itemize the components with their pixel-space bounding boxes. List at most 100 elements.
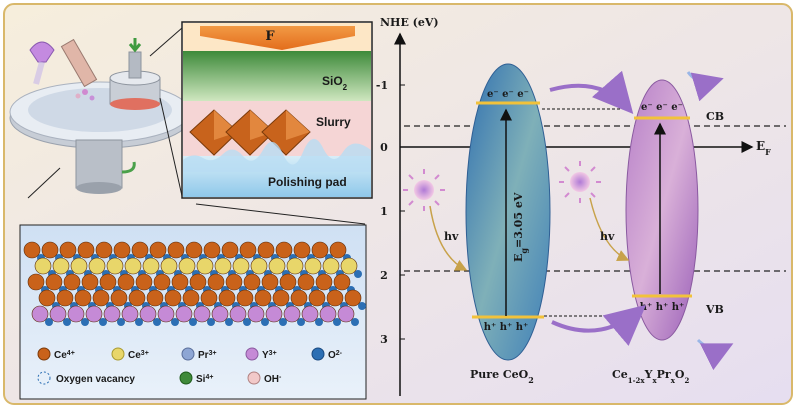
slurry-label: Slurry <box>316 115 351 129</box>
lattice-cation <box>110 289 128 307</box>
hole-transfer-arrow <box>551 304 647 346</box>
lattice-cation <box>333 273 351 291</box>
lattice-oxygen <box>243 318 251 326</box>
tick-label-2: 2 <box>380 269 388 282</box>
lattice-cation <box>293 241 311 259</box>
machine-shaft <box>75 139 123 189</box>
lattice-panel <box>19 224 367 400</box>
svg-text:Pr3+: Pr3+ <box>198 350 217 362</box>
svg-text:Ce4+: Ce4+ <box>54 350 75 362</box>
lattice-oxygen <box>117 318 125 326</box>
rotation-arrow-icon <box>121 161 136 174</box>
cb-label: CB <box>706 110 724 123</box>
lattice-cation <box>70 257 88 275</box>
lattice-cation <box>52 257 70 275</box>
lattice-cation <box>95 241 113 259</box>
bandgap-label: Eg=3.05 eV <box>512 192 529 262</box>
lattice-cation <box>239 241 257 259</box>
lattice-cation <box>207 273 225 291</box>
lattice-oxygen <box>358 302 366 310</box>
legend: Ce4+ Ce3+ Pr3+ Y3+ O2- Oxygen vacancy Si… <box>37 347 343 386</box>
lattice-cation <box>196 257 214 275</box>
lattice-cation <box>319 305 337 323</box>
lattice-cation <box>92 289 110 307</box>
lattice-cation <box>243 273 261 291</box>
lattice-cation <box>153 273 171 291</box>
lattice-cation <box>56 289 74 307</box>
tick-label-neg1: -1 <box>376 79 388 92</box>
lattice-cation <box>304 257 322 275</box>
lattice-oxygen <box>153 318 161 326</box>
legend-si4: Si4+ <box>179 371 213 386</box>
lattice-cation <box>157 305 175 323</box>
lattice-cation <box>311 241 329 259</box>
lattice-cation <box>193 305 211 323</box>
lattice-cation <box>203 241 221 259</box>
lattice-cation <box>268 257 286 275</box>
lattice-cation <box>99 273 117 291</box>
down-arrow-icon <box>128 38 142 53</box>
uv-lamp-icon <box>29 41 55 63</box>
lattice-cation <box>297 273 315 291</box>
lattice-cation <box>283 305 301 323</box>
polishing-machine <box>9 27 366 225</box>
lattice-cation <box>23 241 41 259</box>
lattice-cation <box>124 257 142 275</box>
svg-text:O2-: O2- <box>328 350 343 362</box>
lattice-oxygen <box>135 318 143 326</box>
lattice-cation <box>67 305 85 323</box>
lattice-cation <box>232 257 250 275</box>
lattice-cation <box>171 273 189 291</box>
lattice-cation <box>81 273 99 291</box>
lattice-oxygen <box>189 318 197 326</box>
legend-o2: O2- <box>311 347 343 362</box>
sio2-layer <box>183 51 371 101</box>
lattice-cation <box>279 273 297 291</box>
vb-out-arrow <box>696 338 734 371</box>
electron-transfer-arrow <box>549 70 634 115</box>
svg-text:Ce3+: Ce3+ <box>128 350 149 362</box>
lattice-cation <box>41 241 59 259</box>
lattice-cation <box>49 305 67 323</box>
lattice-oxygen <box>171 318 179 326</box>
lattice-cation <box>178 257 196 275</box>
fermi-label: EF <box>756 139 771 157</box>
lattice-cation <box>121 305 139 323</box>
legend-ce3: Ce3+ <box>111 347 149 362</box>
lattice-cation <box>286 257 304 275</box>
cb-out-arrow <box>686 71 724 102</box>
force-arrow-icon <box>200 26 355 50</box>
lattice-cation <box>229 305 247 323</box>
lattice-oxygen <box>81 318 89 326</box>
lattice-cation <box>257 241 275 259</box>
force-label: F <box>265 29 275 44</box>
lattice-cation <box>131 241 149 259</box>
lattice-cation <box>175 305 193 323</box>
lattice-cation <box>113 241 131 259</box>
lattice-cation <box>236 289 254 307</box>
lattice-cation <box>329 241 347 259</box>
lattice-cation <box>200 289 218 307</box>
legend-y3: Y3+ <box>245 347 277 361</box>
tick-label-1: 1 <box>380 205 388 218</box>
photon-arrow-left <box>429 205 468 271</box>
lattice-oxygen <box>297 318 305 326</box>
polishing-inset: F SiO2 Slurry Polishing pad <box>181 21 373 199</box>
tick-label-0: 0 <box>380 141 388 154</box>
lattice-cation <box>326 289 344 307</box>
lattice-cation <box>77 241 95 259</box>
lattice-cation <box>160 257 178 275</box>
lattice-cation <box>301 305 319 323</box>
sun-icon-right <box>559 161 601 203</box>
lattice-cation <box>185 241 203 259</box>
lattice-cation <box>74 289 92 307</box>
lattice-cation <box>250 257 268 275</box>
lattice-cation <box>139 305 157 323</box>
lattice-cation <box>88 257 106 275</box>
lattice-cation <box>135 273 153 291</box>
lattice-cation <box>164 289 182 307</box>
lattice-cation <box>275 241 293 259</box>
svg-text:Si4+: Si4+ <box>196 374 213 386</box>
svg-text:OH-: OH- <box>264 374 282 386</box>
